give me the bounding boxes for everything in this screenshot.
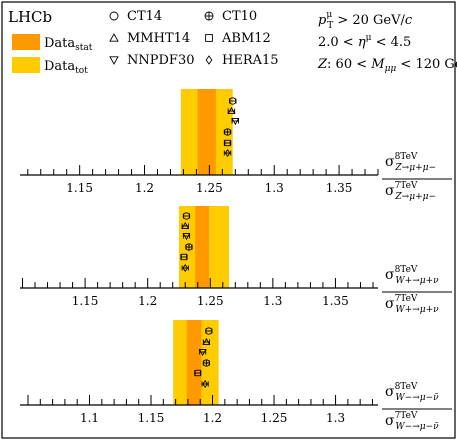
experiment-label: LHCb <box>8 8 52 26</box>
legend-pdf-entries: CT14 MMHT14 NNPDF30 CT10 ABM12 HERA15 <box>109 9 279 68</box>
prediction-point <box>181 264 189 272</box>
marker-cross-circle-icon <box>202 359 211 367</box>
legend-marker-triangle-up-icon <box>109 33 119 42</box>
cut-pt: pμ T > 20 GeV/c <box>318 10 413 31</box>
panel-3: 1.1 1.15 1.2 1.25 1.3 σ8TeV W−→μ−ν̄ σ7TeV W−→μ−ν… <box>20 320 452 432</box>
marker-triangle-down-icon <box>198 348 207 357</box>
ratio-label: σ8TeV W−→μ−ν̄ σ7TeV W−→μ−ν̄ <box>382 382 452 432</box>
tick-label: 1.35 <box>326 181 353 195</box>
tick-label: 1.2 <box>135 181 154 195</box>
marker-triangle-down-icon <box>231 117 240 126</box>
prediction-point <box>182 212 191 220</box>
prediction-point <box>231 117 240 126</box>
ratio-label: σ8TeV Z→μ+μ− σ7TeV Z→μ+μ− <box>382 152 452 202</box>
prediction-point <box>181 221 190 230</box>
marker-triangle-down-icon <box>182 232 191 241</box>
legend-marker-circle-icon <box>109 11 119 21</box>
prediction-point <box>229 97 237 105</box>
legend-band-stat-label: Datastat <box>44 36 93 53</box>
legend-band-tot-label: Datatot <box>44 59 88 76</box>
prediction-point <box>180 253 188 261</box>
legend: LHCb Datastat Datatot CT14MMHT14NNPDF30C… <box>8 8 457 76</box>
tick-label: 1.25 <box>196 181 223 195</box>
data-stat-band <box>195 206 210 288</box>
marker-triangle-up-icon <box>227 106 236 115</box>
legend-pdf-label: CT10 <box>222 9 257 24</box>
tick-label: 1.25 <box>261 411 288 425</box>
ratio-label: σ8TeV W+→μ+ν σ7TeV W+→μ+ν <box>382 265 452 315</box>
marker-diamond-icon <box>202 380 208 388</box>
data-stat-band <box>197 89 216 175</box>
marker-square-icon <box>194 369 201 377</box>
marker-diamond-icon <box>224 149 231 157</box>
ratio-term: σ7TeV Z→μ+μ− <box>385 181 436 202</box>
legend-band-stat-swatch <box>12 34 40 50</box>
tick-label: 1.1 <box>80 411 99 425</box>
prediction-point <box>182 232 191 241</box>
tick-label: 1.25 <box>197 294 224 308</box>
cut-mass: Z: 60 < Mμμ < 120 GeV/c2 <box>317 55 457 74</box>
tick-label: 1.3 <box>263 294 282 308</box>
tick-label: 1.2 <box>138 294 157 308</box>
marker-square-icon <box>224 139 231 147</box>
marker-circle-icon <box>205 327 213 335</box>
prediction-point <box>227 106 236 115</box>
tick-label: 1.3 <box>265 181 284 195</box>
tick-label: 1.3 <box>326 411 345 425</box>
prediction-point <box>223 149 232 157</box>
marker-circle-icon <box>229 97 237 105</box>
prediction-point <box>198 348 207 357</box>
cut-eta: 2.0 < ημ < 4.5 <box>318 33 411 50</box>
prediction-point <box>223 128 232 136</box>
ratio-panels: 1.15 1.2 1.25 1.3 1.35 σ8TeV Z→μ+μ− σ7TeV Z→μ+μ−… <box>20 89 452 432</box>
prediction-point <box>202 337 211 346</box>
tick-label: 1.15 <box>72 294 99 308</box>
ratio-term: σ7TeV W+→μ+ν <box>385 294 439 315</box>
legend-pdf-label: HERA15 <box>222 53 279 68</box>
ratio-term: σ8TeV W+→μ+ν <box>385 265 439 286</box>
tick-label: 1.15 <box>66 181 93 195</box>
ratio-term: σ8TeV Z→μ+μ− <box>385 152 436 173</box>
legend-marker-cross-circle-icon <box>204 11 214 21</box>
panel-1: 1.15 1.2 1.25 1.3 1.35 σ8TeV Z→μ+μ− σ7TeV Z→μ+μ− <box>20 89 452 202</box>
marker-cross-circle-icon <box>223 128 232 136</box>
ratio-term: σ8TeV W−→μ−ν̄ <box>385 382 439 403</box>
legend-pdf-label: MMHT14 <box>127 31 190 46</box>
ratio-term: σ7TeV W−→μ−ν̄ <box>385 411 439 432</box>
prediction-point <box>205 327 213 335</box>
prediction-point <box>194 369 202 377</box>
legend-band-tot-swatch <box>12 57 40 73</box>
legend-pdf-label: CT14 <box>127 9 162 24</box>
legend-pdf-label: NNPDF30 <box>127 53 194 68</box>
prediction-point <box>185 243 193 251</box>
tick-label: 1.2 <box>203 411 222 425</box>
marker-triangle-up-icon <box>181 221 190 230</box>
marker-triangle-up-icon <box>202 337 211 346</box>
marker-square-icon <box>180 253 188 261</box>
marker-diamond-icon <box>182 264 189 272</box>
legend-marker-square-icon <box>205 34 213 42</box>
data-stat-band <box>186 320 202 405</box>
panel-2: 1.15 1.2 1.25 1.3 1.35 σ8TeV W+→μ+ν σ7TeV W+→μ+ν <box>20 206 452 315</box>
legend-marker-triangle-down-icon <box>109 56 119 65</box>
tick-label: 1.35 <box>322 294 349 308</box>
prediction-point <box>201 380 209 388</box>
prediction-point <box>202 359 211 367</box>
marker-circle-icon <box>182 212 191 220</box>
legend-marker-diamond-icon <box>205 55 213 65</box>
marker-cross-circle-icon <box>185 243 193 251</box>
prediction-point <box>223 139 232 147</box>
legend-pdf-label: ABM12 <box>221 31 271 46</box>
tick-label: 1.15 <box>138 411 165 425</box>
